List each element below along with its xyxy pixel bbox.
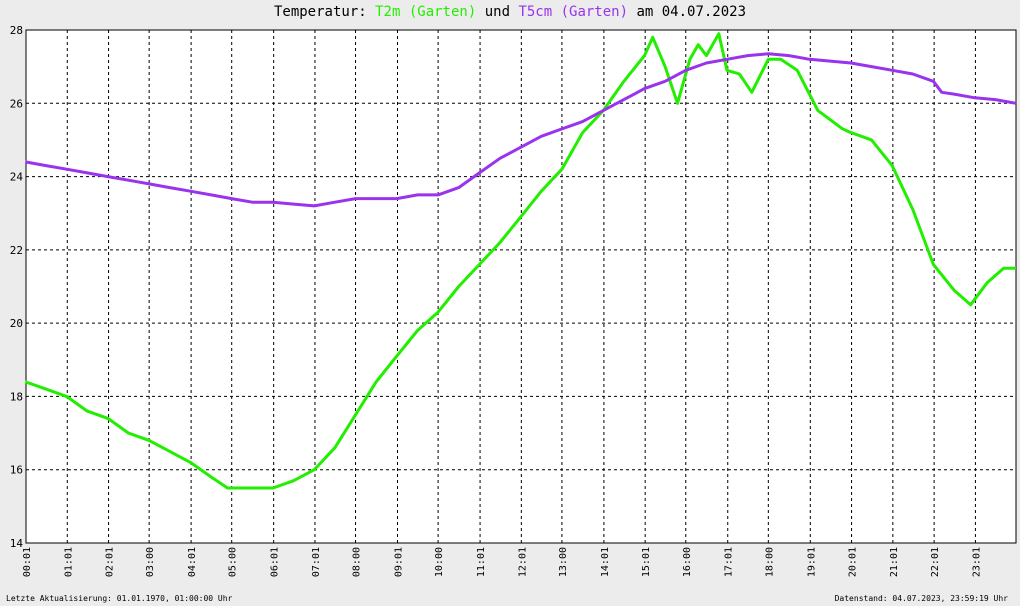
y-tick-label: 16	[10, 464, 23, 477]
x-tick-label: 14:01	[600, 547, 611, 577]
series-line-t5cm	[25, 52, 1017, 208]
x-tick-label: 00:01	[22, 547, 33, 577]
title-middle: und	[476, 4, 519, 20]
y-tick-label: 20	[10, 317, 23, 330]
y-tick-label: 22	[10, 244, 23, 257]
x-tick-label: 20:01	[848, 547, 859, 577]
x-tick-label: 07:01	[311, 547, 322, 577]
title-suffix: am 04.07.2023	[628, 4, 747, 20]
x-tick-label: 22:01	[930, 547, 941, 577]
y-tick-label: 14	[10, 537, 24, 550]
plot-area	[25, 29, 1017, 544]
x-tick-label: 17:01	[724, 547, 735, 577]
y-tick-label: 26	[10, 97, 23, 110]
x-tick-label: 15:01	[641, 547, 652, 577]
title-prefix: Temperatur:	[273, 4, 376, 20]
chart-title: Temperatur: T2m (Garten) und T5cm (Garte…	[0, 4, 1020, 20]
y-tick-label: 18	[10, 390, 23, 403]
y-tick-label: 24	[10, 171, 24, 184]
footer-data-status: Datenstand: 04.07.2023, 23:59:19 Uhr	[834, 594, 1008, 603]
x-tick-label: 10:00	[434, 547, 445, 577]
x-tick-label: 18:00	[764, 547, 775, 577]
x-tick-label: 05:00	[228, 547, 239, 577]
footer-last-update: Letzte Aktualisierung: 01.01.1970, 01:00…	[6, 594, 233, 603]
x-tick-label: 11:01	[476, 547, 487, 577]
x-tick-label: 16:00	[682, 547, 693, 577]
x-tick-label: 04:01	[187, 547, 198, 577]
x-tick-label: 23:01	[971, 547, 982, 577]
x-tick-label: 19:01	[806, 547, 817, 577]
x-tick-label: 21:01	[889, 547, 900, 577]
x-tick-label: 03:00	[145, 547, 156, 577]
title-series2: T5cm (Garten)	[518, 4, 629, 20]
x-tick-label: 13:00	[558, 547, 569, 577]
x-tick-label: 12:01	[517, 547, 528, 577]
x-tick-label: 02:01	[105, 547, 116, 577]
x-tick-label: 01:01	[63, 547, 74, 577]
x-tick-label: 08:00	[352, 547, 363, 577]
title-series1: T2m (Garten)	[375, 4, 477, 20]
x-tick-label: 06:01	[270, 547, 281, 577]
x-tick-label: 09:01	[394, 547, 405, 577]
series-line-t2m	[24, 32, 1016, 490]
y-tick-label: 28	[10, 24, 23, 37]
